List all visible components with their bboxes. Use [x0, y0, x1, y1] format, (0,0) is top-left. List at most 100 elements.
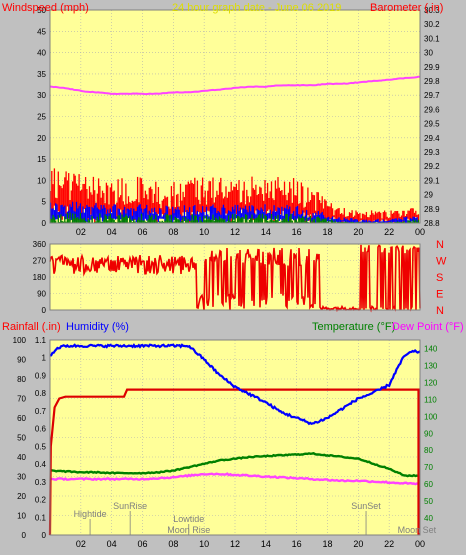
humidity-time-tick-labels: 02 04 06 08 10 12 14 16 18 20 22 00: [76, 539, 425, 549]
barometer-tick: 30.1: [424, 34, 440, 43]
barometer-tick: 29.9: [424, 63, 440, 72]
windspeed-tick: 5: [42, 198, 47, 207]
rainfall-tick: 0.5: [35, 442, 47, 451]
rainfall-tick: 0.8: [35, 389, 47, 398]
time-tick-label: 04: [107, 227, 117, 237]
barometer-tick: 29.6: [424, 105, 440, 114]
windspeed-tick: 30: [37, 91, 46, 100]
humidity-tick: 40: [17, 453, 26, 462]
rainfall-tick: 1.1: [35, 336, 47, 345]
barometer-tick: 29.5: [424, 120, 440, 129]
direction-degree-tick: 90: [37, 290, 46, 299]
direction-degree-tick: 0: [42, 306, 47, 315]
dewpoint-line: [49, 472, 421, 486]
humidity-tick: 50: [17, 434, 26, 443]
barometer-tick: 29.7: [424, 91, 440, 100]
time-tick-label: 02: [76, 539, 86, 549]
event-label: Moon Set: [398, 525, 437, 535]
barometer-tick: 29.1: [424, 176, 440, 185]
rainfall-tick: 0.6: [35, 425, 47, 434]
time-tick-label: 20: [353, 227, 363, 237]
windspeed-tick: 35: [37, 70, 46, 79]
humidity-tick: 100: [13, 336, 27, 345]
temperature-tick: 140: [424, 344, 438, 353]
event-label: Hightide: [74, 509, 107, 519]
barometer-line: [49, 75, 421, 96]
windspeed-axis-label: Windspeed (mph): [2, 2, 89, 14]
compass-direction-label: S: [436, 272, 443, 284]
time-tick-label: 00: [415, 227, 425, 237]
humidity-line: [49, 343, 421, 426]
time-tick-label: 12: [230, 227, 240, 237]
humidity-temperature-frame: [49, 339, 421, 536]
time-tick-label: 18: [322, 539, 332, 549]
barometer-axis-label: Barometer (.in): [370, 2, 443, 14]
temperature-tick: 50: [424, 497, 433, 506]
temperature-tick: 80: [424, 446, 433, 455]
time-tick-label: 22: [384, 539, 394, 549]
wind-barometer-frame: [49, 9, 421, 224]
windspeed-tick: 0: [42, 219, 47, 228]
time-tick-label: 08: [168, 539, 178, 549]
barometer-tick: 30.3: [424, 6, 440, 15]
wind-direction-frame: [49, 243, 421, 311]
barometer-tick: 29.4: [424, 134, 440, 143]
temperature-tick: 100: [424, 412, 438, 421]
barometer-tick: 29.2: [424, 162, 440, 171]
direction-degree-labels: 0 90 180 270 360: [33, 240, 47, 315]
rainfall-tick: 0: [42, 531, 47, 540]
event-label: Moon Rise: [167, 525, 210, 535]
compass-direction-label: N: [436, 305, 444, 317]
time-tick-label: 06: [137, 227, 147, 237]
windspeed-tick: 15: [37, 155, 46, 164]
temperature-tick: 60: [424, 480, 433, 489]
event-label: SunRise: [113, 501, 147, 511]
rainfall-tick-labels: 0 0.1 0.2 0.3 0.4 0.5 0.6 0.7 0.8 0.9 1 1.1: [35, 336, 47, 540]
time-tick-label: 08: [168, 227, 178, 237]
humidity-tick: 30: [17, 473, 26, 482]
barometer-tick: 29.8: [424, 77, 440, 86]
temperature-tick: 70: [424, 463, 433, 472]
windspeed-tick: 10: [37, 176, 46, 185]
time-tick-label: 16: [292, 227, 302, 237]
humidity-tick: 90: [17, 356, 26, 365]
wind-time-tick-labels: 02 04 06 08 10 12 14 16 18 20 22 00: [76, 227, 425, 237]
rainfall-tick: 0.7: [35, 407, 47, 416]
time-tick-label: 14: [261, 227, 271, 237]
temperature-axis-label: Temperature (°F): [312, 321, 395, 333]
rainfall-axis-label: Rainfall (.in): [2, 321, 61, 333]
time-tick-label: 04: [107, 539, 117, 549]
barometer-tick: 29.3: [424, 148, 440, 157]
windspeed-tick: 50: [37, 6, 46, 15]
compass-direction-label: E: [436, 289, 443, 301]
humidity-tick: 0: [22, 531, 27, 540]
humidity-tick: 20: [17, 492, 26, 501]
wind-direction-line: [49, 244, 421, 313]
windspeed-tick: 40: [37, 49, 46, 58]
direction-degree-tick: 180: [33, 273, 47, 282]
event-label: Lowtide: [173, 514, 204, 524]
time-tick-label: 06: [137, 539, 147, 549]
windspeed-tick: 25: [37, 113, 46, 122]
time-tick-label: 18: [322, 227, 332, 237]
time-tick-label: 20: [353, 539, 363, 549]
temperature-tick-labels: 40 50 60 70 80 90 100 110 120 130 140: [424, 344, 438, 523]
time-tick-label: 10: [199, 539, 209, 549]
temperature-line: [49, 452, 421, 478]
wind-low-series: [49, 212, 420, 223]
time-tick-label: 02: [76, 227, 86, 237]
temperature-tick: 130: [424, 361, 438, 370]
time-tick-label: 00: [415, 539, 425, 549]
humidity-tick: 10: [17, 512, 26, 521]
humidity-tick: 70: [17, 395, 26, 404]
time-tick-label: 12: [230, 539, 240, 549]
dewpoint-axis-label: Dew Point (°F): [392, 321, 464, 333]
humidity-tick-labels: 0 10 20 30 40 50 60 70 80 90 100: [13, 336, 27, 540]
humidity-tick: 60: [17, 414, 26, 423]
